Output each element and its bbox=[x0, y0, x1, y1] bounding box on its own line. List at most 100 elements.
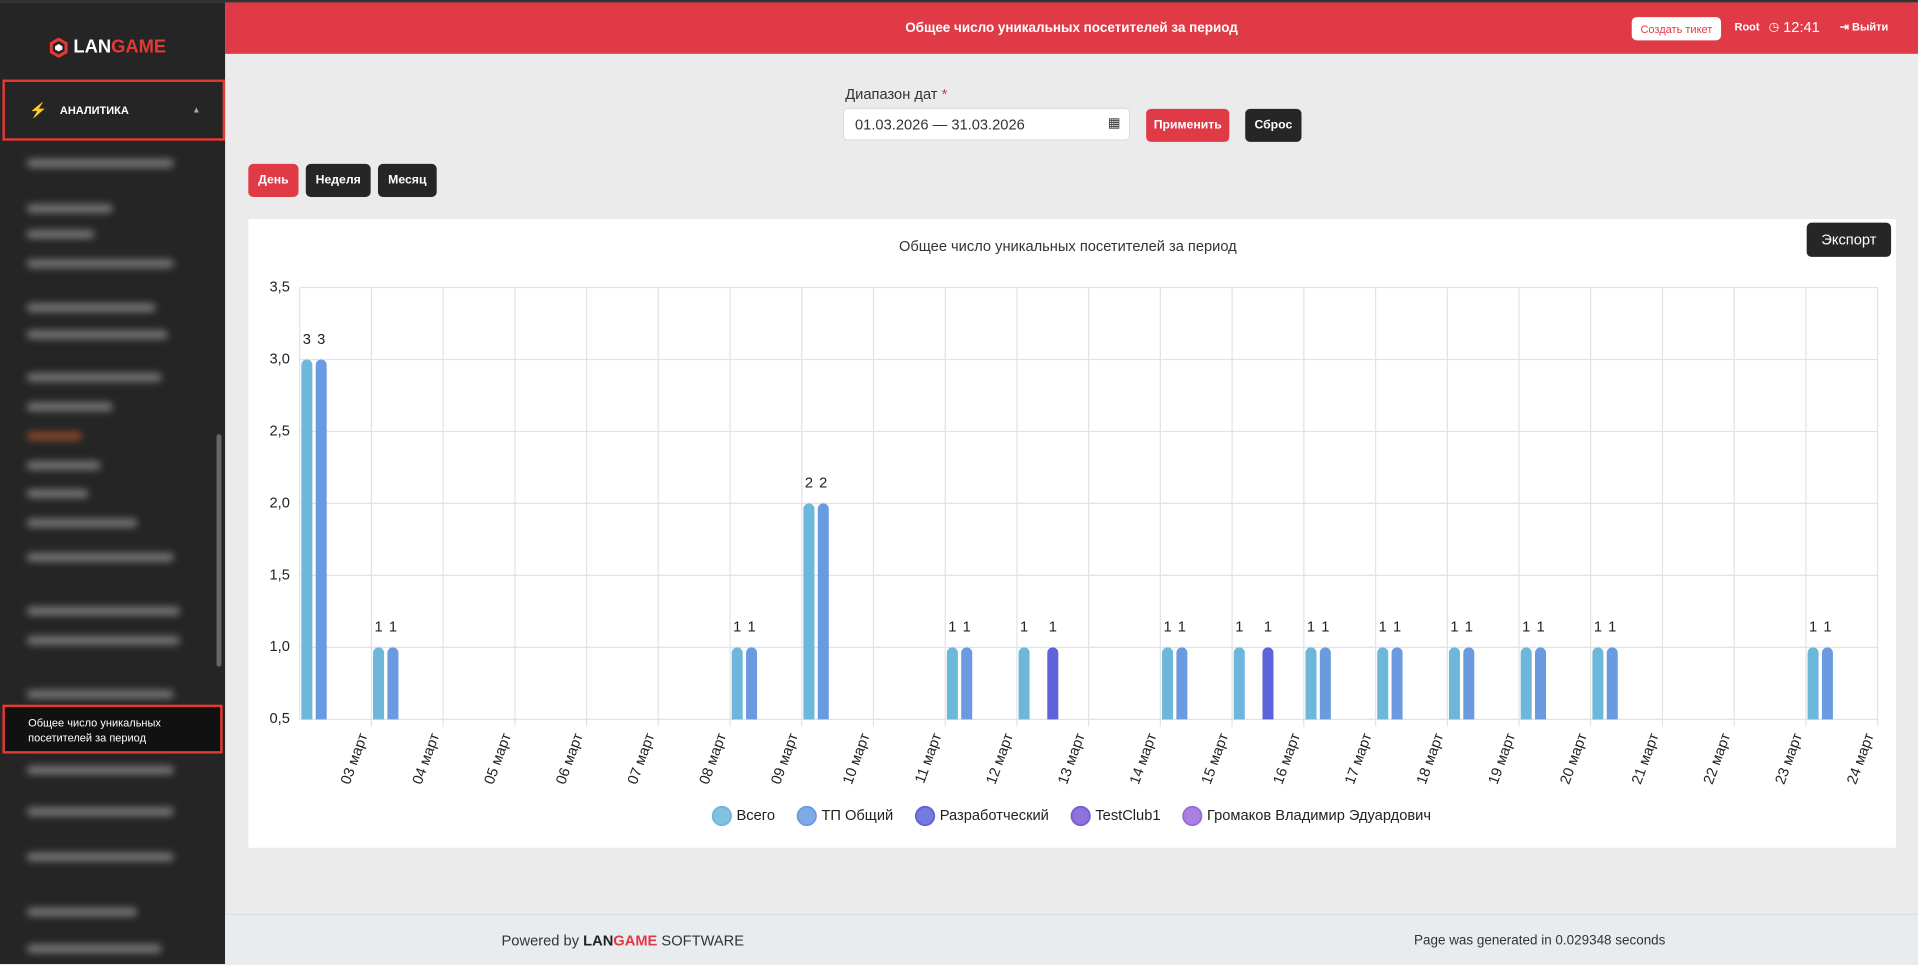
data-label: 1 bbox=[1379, 620, 1387, 636]
clock-time: 12:41 bbox=[1783, 18, 1820, 36]
x-tick-label: 03 март bbox=[338, 731, 371, 787]
chart-title: Общее число уникальных посетителей за пе… bbox=[899, 239, 1237, 255]
analytics-section[interactable]: ⚡ АНАЛИТИКА ▲ bbox=[2, 79, 226, 141]
x-tick-label: 15 март bbox=[1199, 731, 1232, 787]
x-tick-label: 08 март bbox=[697, 731, 730, 787]
x-tick-label: 24 март bbox=[1844, 731, 1877, 787]
bar bbox=[387, 647, 399, 720]
bar bbox=[746, 647, 758, 720]
period-day[interactable]: День bbox=[248, 163, 299, 197]
data-label: 1 bbox=[1809, 620, 1817, 636]
x-tick-label: 23 март bbox=[1773, 731, 1806, 787]
legend-swatch bbox=[914, 805, 936, 827]
logo: LAN GAME bbox=[49, 37, 166, 57]
menu-item bbox=[26, 303, 156, 312]
required-mark: * bbox=[941, 85, 948, 103]
data-label: 1 bbox=[1178, 620, 1186, 636]
legend-label: Всего bbox=[737, 808, 775, 824]
x-tick-label: 04 март bbox=[410, 731, 443, 787]
x-tick-label: 10 март bbox=[840, 731, 873, 787]
data-label: 1 bbox=[1020, 620, 1028, 636]
bar bbox=[1176, 647, 1188, 720]
menu-item bbox=[26, 636, 180, 645]
chart: Общее число уникальных посетителей за пе… bbox=[270, 239, 1879, 827]
data-label: 1 bbox=[1536, 620, 1544, 636]
menu-item bbox=[26, 944, 162, 953]
chart-card: Общее число уникальных посетителей за пе… bbox=[248, 218, 1896, 848]
export-button[interactable]: Экспорт bbox=[1806, 222, 1892, 257]
x-tick-label: 22 март bbox=[1701, 731, 1734, 787]
data-label: 1 bbox=[1321, 620, 1329, 636]
y-tick-label: 2,5 bbox=[270, 423, 290, 439]
data-label: 3 bbox=[303, 332, 311, 348]
date-label-text: Диапазон дат bbox=[845, 85, 938, 103]
legend-label: ТП Общий bbox=[821, 808, 893, 824]
powered-by: Powered by LANGAME SOFTWARE bbox=[502, 932, 745, 949]
logout-label: Выйти bbox=[1851, 20, 1889, 34]
data-label: 3 bbox=[317, 332, 325, 348]
menu-item bbox=[26, 259, 174, 268]
bar bbox=[1377, 647, 1389, 720]
legend-label: TestClub1 bbox=[1095, 808, 1160, 824]
apply-button[interactable]: Применить bbox=[1146, 108, 1230, 142]
y-tick-label: 3,5 bbox=[270, 279, 290, 295]
y-tick-label: 0,5 bbox=[270, 711, 290, 727]
data-label: 2 bbox=[819, 476, 827, 492]
data-label: 1 bbox=[1235, 620, 1243, 636]
menu-item bbox=[26, 402, 113, 412]
bar bbox=[1391, 647, 1403, 720]
bar bbox=[1047, 647, 1059, 720]
ticket-button[interactable]: Создать тикет bbox=[1631, 17, 1722, 41]
data-label: 1 bbox=[1393, 620, 1401, 636]
active-item-label: Общее число уникальных посетителей за пе… bbox=[28, 716, 161, 744]
user-name[interactable]: Root bbox=[1734, 20, 1760, 34]
bar bbox=[1463, 647, 1475, 720]
y-tick-label: 1,0 bbox=[270, 639, 290, 655]
data-label: 1 bbox=[389, 620, 397, 636]
logout[interactable]: ⇥ Выйти bbox=[1839, 20, 1889, 34]
logo-icon bbox=[49, 37, 68, 57]
software-text: SOFTWARE bbox=[661, 932, 745, 950]
bar bbox=[1807, 647, 1819, 720]
menu-item bbox=[26, 765, 174, 775]
bar bbox=[1592, 647, 1604, 720]
bar bbox=[1821, 647, 1833, 720]
x-tick-label: 09 март bbox=[769, 731, 802, 787]
bar bbox=[1018, 647, 1030, 720]
legend-swatch bbox=[1070, 805, 1091, 827]
data-label: 1 bbox=[948, 620, 956, 636]
data-label: 2 bbox=[805, 476, 813, 492]
period-month[interactable]: Месяц bbox=[377, 163, 437, 197]
bar bbox=[1606, 647, 1618, 720]
reset-button[interactable]: Сброс bbox=[1245, 108, 1302, 142]
menu-item bbox=[26, 807, 174, 816]
sidebar: LAN GAME ⚡ АНАЛИТИКА ▲ Общее число уникальн… bbox=[0, 2, 226, 964]
menu-item bbox=[26, 852, 174, 862]
x-tick-label: 20 март bbox=[1558, 731, 1591, 787]
data-label: 1 bbox=[1450, 620, 1458, 636]
date-input[interactable]: 01.03.2026 — 31.03.2026 ▦ bbox=[842, 107, 1131, 141]
x-tick-label: 21 март bbox=[1629, 731, 1662, 787]
clock: ◷ 12:41 bbox=[1768, 18, 1820, 36]
data-label: 1 bbox=[1608, 620, 1616, 636]
active-menu-item[interactable]: Общее число уникальных посетителей за пе… bbox=[2, 704, 223, 754]
scrollbar[interactable] bbox=[216, 434, 222, 667]
menu-item bbox=[26, 518, 137, 528]
legend-swatch bbox=[1182, 805, 1203, 827]
period-week[interactable]: Неделя bbox=[305, 163, 371, 197]
menu-item bbox=[26, 373, 162, 382]
y-tick-label: 2,0 bbox=[270, 495, 290, 511]
x-tick-label: 14 март bbox=[1127, 731, 1160, 787]
date-value: 01.03.2026 — 31.03.2026 bbox=[855, 116, 1025, 134]
data-label: 1 bbox=[1307, 620, 1315, 636]
menu-item bbox=[26, 204, 113, 213]
legend-label: Разработческий bbox=[940, 808, 1049, 824]
x-tick-label: 05 март bbox=[482, 731, 515, 787]
bar bbox=[1162, 647, 1174, 720]
bar bbox=[817, 503, 829, 720]
data-label: 1 bbox=[1594, 620, 1602, 636]
bar bbox=[1448, 647, 1460, 720]
menu-item bbox=[26, 552, 174, 562]
